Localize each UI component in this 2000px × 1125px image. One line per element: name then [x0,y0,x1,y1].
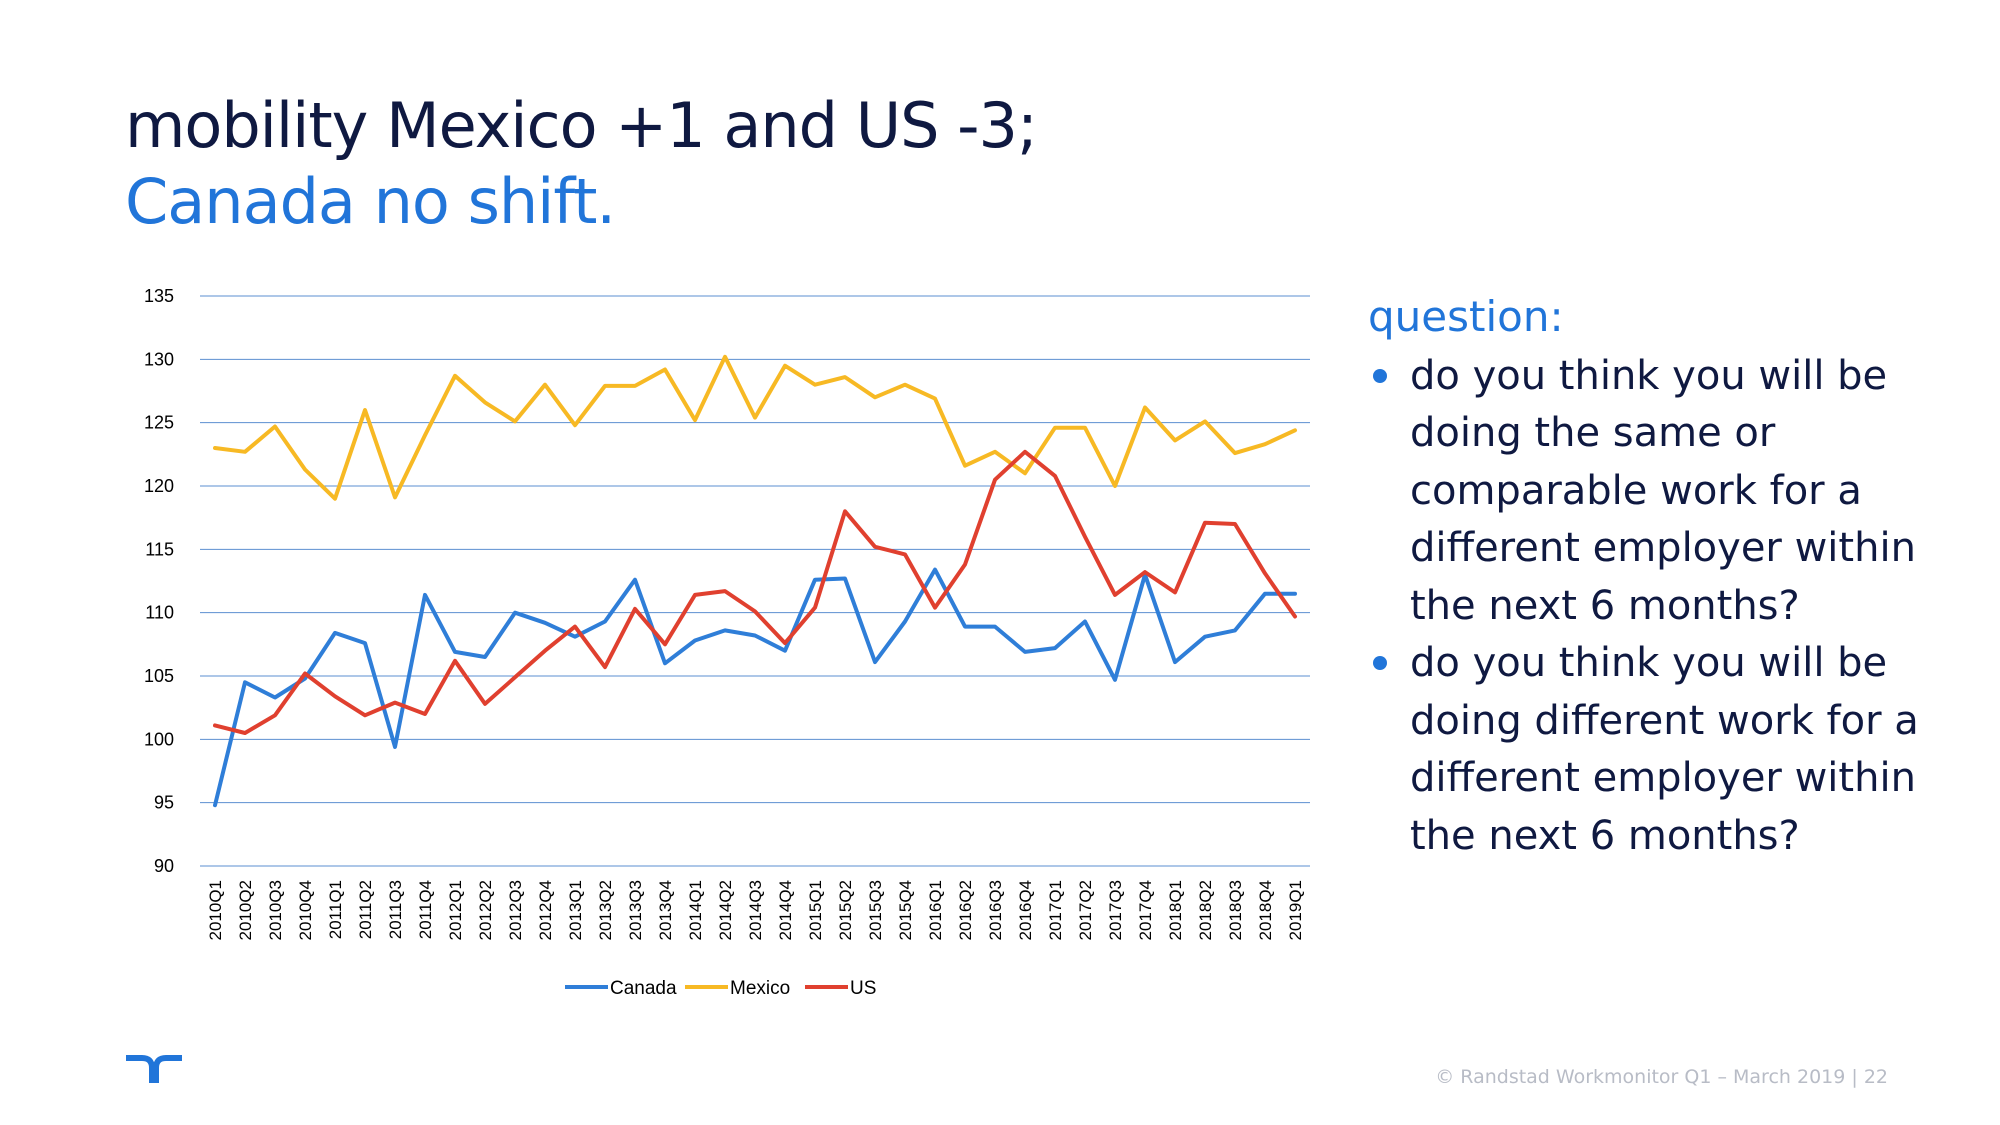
x-tick-label: 2017Q3 [1106,880,1125,941]
y-tick-label: 110 [145,603,174,623]
question-item: do you think you will be doing the same … [1368,348,1968,636]
x-tick-label: 2014Q3 [746,880,765,941]
x-tick-label: 2018Q2 [1196,880,1215,941]
question-list: do you think you will be doing the same … [1368,348,1968,866]
legend-label: Mexico [730,978,790,999]
x-tick-label: 2016Q4 [1016,880,1035,941]
x-tick-label: 2015Q4 [896,880,915,941]
footer-text: © Randstad Workmonitor Q1 – March 2019 |… [1435,1066,1888,1088]
legend-label: US [850,978,876,999]
x-tick-label: 2012Q4 [536,880,555,941]
question-text-1: do you think you will be doing the same … [1410,352,1916,629]
y-tick-label: 90 [154,856,174,876]
x-tick-label: 2016Q1 [926,880,945,941]
x-tick-label: 2012Q3 [506,880,525,941]
x-tick-label: 2010Q3 [266,880,285,941]
x-tick-label: 2013Q3 [626,880,645,941]
question-text-2: do you think you will be doing different… [1410,640,1919,859]
bullet-icon [1373,368,1387,383]
x-tick-label: 2011Q3 [386,880,405,939]
line-chart: 90 95 100 105 110 115 120 125 130 135 2010Q1 2010Q2… [144,286,1310,999]
x-tick-label: 2017Q4 [1136,880,1155,941]
x-tick-label: 2011Q4 [416,880,435,939]
slide-title: mobility Mexico +1 and US -3; Canada no … [125,88,1038,240]
series-line-mexico [213,354,1297,501]
x-tick-label: 2012Q1 [446,880,465,941]
x-tick-label: 2017Q1 [1046,880,1065,941]
x-tick-label: 2015Q1 [806,880,825,941]
question-item: do you think you will be doing different… [1368,635,1968,865]
series-line-canada [213,567,1297,808]
x-tick-label: 2017Q2 [1076,880,1095,941]
series-line-us [213,449,1297,735]
bullet-icon [1373,656,1387,670]
x-tick-label: 2010Q2 [236,880,255,941]
x-tick-label: 2018Q3 [1226,880,1245,941]
y-tick-label: 120 [144,476,174,496]
y-tick-label: 135 [144,286,174,306]
x-tick-label: 2011Q1 [326,880,345,939]
x-tick-label: 2011Q2 [356,880,375,939]
x-tick-label: 2014Q1 [686,880,705,941]
x-tick-label: 2015Q2 [836,880,855,941]
y-tick-label: 95 [154,793,174,813]
x-tick-label: 2016Q3 [986,880,1005,941]
x-tick-label: 2013Q4 [656,880,675,941]
y-tick-label: 125 [144,413,174,433]
title-line-2: Canada no shift. [125,165,616,238]
legend-label: Canada [610,978,677,999]
y-tick-label: 100 [144,729,174,749]
y-tick-label: 130 [144,349,174,369]
x-tick-label: 2015Q3 [866,880,885,941]
title-line-1: mobility Mexico +1 and US -3; [125,89,1038,162]
x-tick-label: 2019Q1 [1286,880,1305,941]
x-tick-label: 2018Q1 [1166,880,1185,941]
x-tick-label: 2014Q4 [776,880,795,941]
x-tick-label: 2013Q1 [566,880,585,941]
x-tick-label: 2012Q2 [476,880,495,941]
x-tick-label: 2016Q2 [956,880,975,941]
y-tick-label: 115 [145,539,174,559]
x-tick-label: 2018Q4 [1256,880,1275,941]
question-panel: question: do you think you will be doing… [1368,288,1968,865]
x-tick-label: 2010Q1 [206,880,225,941]
x-tick-label: 2014Q2 [716,880,735,941]
x-tick-label: 2010Q4 [296,880,315,941]
x-tick-label: 2013Q2 [596,880,615,941]
y-tick-label: 105 [144,666,174,686]
question-heading: question: [1368,292,1564,341]
randstad-logo-icon [124,1052,184,1088]
